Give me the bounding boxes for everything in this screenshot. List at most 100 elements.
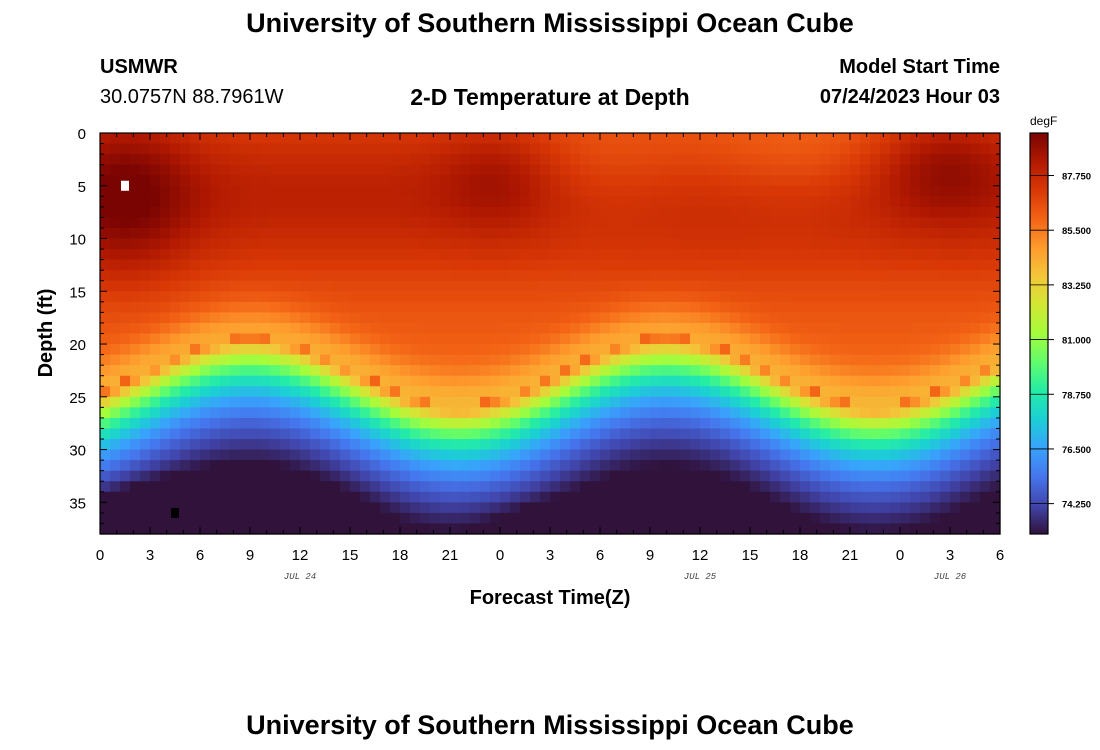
heatmap-cell xyxy=(200,217,211,229)
heatmap-cell xyxy=(860,143,871,155)
heatmap-cell xyxy=(670,185,681,197)
heatmap-cell xyxy=(480,512,491,525)
heatmap-cell xyxy=(830,512,841,525)
heatmap-cell xyxy=(170,439,181,451)
heatmap-cell xyxy=(700,217,711,229)
heatmap-cell xyxy=(130,301,141,313)
heatmap-cell xyxy=(430,196,441,208)
heatmap-cell xyxy=(690,365,701,377)
heatmap-cell xyxy=(480,270,491,282)
heatmap-cell xyxy=(400,164,411,176)
heatmap-cell xyxy=(630,428,641,440)
heatmap-cell xyxy=(130,365,141,377)
heatmap-cell xyxy=(810,481,821,493)
heatmap-cell xyxy=(540,396,551,408)
heatmap-cell xyxy=(390,217,401,229)
heatmap-cell xyxy=(440,280,451,292)
heatmap-cell xyxy=(470,175,481,187)
heatmap-cell xyxy=(450,502,461,514)
heatmap-cell xyxy=(630,365,641,377)
heatmap-cell xyxy=(320,301,331,313)
heatmap-cell xyxy=(140,407,151,419)
heatmap-cell xyxy=(150,449,161,461)
heatmap-cell xyxy=(420,491,431,503)
heatmap-cell xyxy=(670,217,681,229)
heatmap-cell xyxy=(800,375,811,387)
heatmap-cell xyxy=(320,249,331,261)
heatmap-cell xyxy=(950,217,961,229)
heatmap-cell xyxy=(640,143,651,155)
heatmap-cell xyxy=(650,312,661,324)
heatmap-cell xyxy=(210,238,221,250)
heatmap-cell xyxy=(640,259,651,271)
heatmap-cell xyxy=(850,439,861,451)
heatmap-cell xyxy=(400,185,411,197)
heatmap-cell xyxy=(370,333,381,345)
heatmap-cell xyxy=(260,270,271,282)
heatmap-cell xyxy=(310,523,321,535)
heatmap-cell xyxy=(850,417,861,430)
heatmap-cell xyxy=(830,312,841,324)
heatmap-cell xyxy=(360,375,371,387)
heatmap-cell xyxy=(530,291,541,303)
heatmap-cell xyxy=(380,291,391,303)
heatmap-cell xyxy=(470,428,481,440)
heatmap-cell xyxy=(250,491,261,503)
heatmap-cell xyxy=(880,301,891,313)
heatmap-cell xyxy=(520,407,531,419)
heatmap-cell xyxy=(930,491,941,503)
heatmap-cell xyxy=(970,312,981,324)
heatmap-cell xyxy=(170,301,181,313)
heatmap-cell xyxy=(450,523,461,535)
heatmap-cell xyxy=(620,206,631,219)
heatmap-cell xyxy=(470,227,481,240)
heatmap-cell xyxy=(590,470,601,482)
colorbar-tick-label: 87.750 xyxy=(1062,172,1091,183)
heatmap-cell xyxy=(700,154,711,166)
heatmap-cell xyxy=(750,333,761,345)
heatmap-cell xyxy=(180,523,191,535)
heatmap-cell xyxy=(630,417,641,430)
heatmap-cell xyxy=(290,344,301,356)
heatmap-cell xyxy=(600,301,611,313)
heatmap-cell xyxy=(650,249,661,261)
heatmap-cell xyxy=(710,333,721,345)
heatmap-cell xyxy=(590,491,601,503)
heatmap-cell xyxy=(860,259,871,271)
heatmap-cell xyxy=(650,259,661,271)
heatmap-cell xyxy=(660,154,671,166)
heatmap-cell xyxy=(290,428,301,440)
heatmap-cell xyxy=(420,354,431,366)
heatmap-cell xyxy=(100,354,111,366)
heatmap-cell xyxy=(460,206,471,219)
heatmap-cell xyxy=(880,344,891,356)
heatmap-cell xyxy=(880,164,891,176)
heatmap-cell xyxy=(760,460,771,472)
heatmap-cell xyxy=(230,133,241,145)
heatmap-cell xyxy=(780,439,791,451)
heatmap-cell xyxy=(920,133,931,145)
heatmap-cell xyxy=(910,386,921,398)
heatmap-cell xyxy=(830,470,841,482)
heatmap-cell xyxy=(170,249,181,261)
heatmap-cell xyxy=(860,249,871,261)
heatmap-cell xyxy=(780,407,791,419)
heatmap-cell xyxy=(250,417,261,430)
heatmap-cell xyxy=(170,417,181,430)
heatmap-cell xyxy=(850,470,861,482)
heatmap-cell xyxy=(140,312,151,324)
heatmap-cell xyxy=(270,354,281,366)
heatmap-cell xyxy=(220,417,231,430)
colorbar-tick-label: 81.000 xyxy=(1062,336,1091,347)
heatmap-cell xyxy=(470,322,481,335)
heatmap-cell xyxy=(830,523,841,535)
heatmap-cell xyxy=(480,259,491,271)
heatmap-cell xyxy=(450,322,461,335)
heatmap-cell xyxy=(180,512,191,525)
heatmap-cell xyxy=(940,301,951,313)
heatmap-cell xyxy=(840,259,851,271)
heatmap-cell xyxy=(140,259,151,271)
heatmap-cell xyxy=(130,249,141,261)
heatmap-cell xyxy=(100,396,111,408)
heatmap-cell xyxy=(470,481,481,493)
